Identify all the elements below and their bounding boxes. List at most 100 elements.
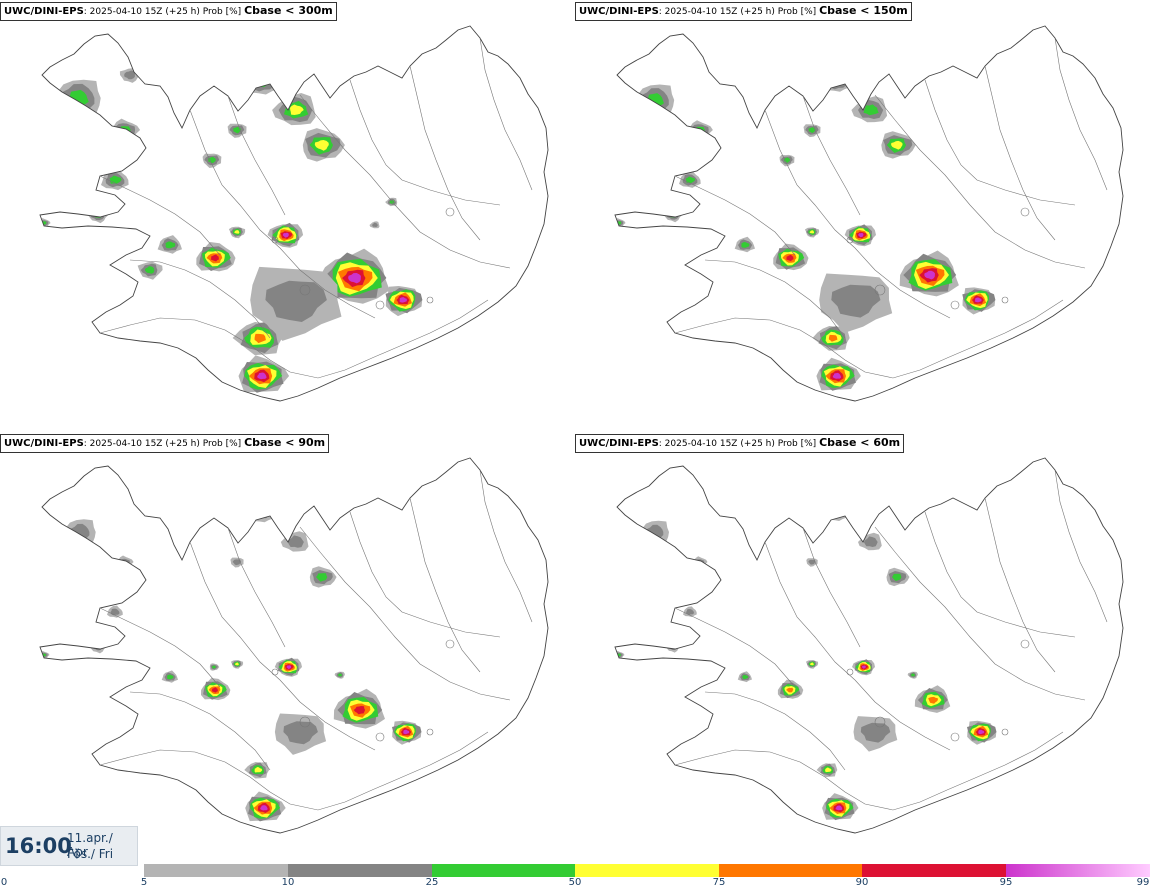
coastline bbox=[614, 457, 1124, 834]
boundary-line bbox=[99, 607, 221, 688]
lake-outline bbox=[426, 728, 434, 736]
lake-outline bbox=[950, 732, 960, 742]
boundary-line bbox=[674, 175, 796, 256]
legend-swatch bbox=[288, 864, 432, 877]
threshold-label: Cbase < 300m bbox=[244, 4, 333, 17]
boundary-line bbox=[409, 497, 481, 673]
run-info: 2025-04-10 15Z (+25 h) Prob [%] bbox=[89, 439, 242, 449]
boundary-line bbox=[129, 691, 271, 771]
map-panel-cbase-60: UWC/DINI-EPS: 2025-04-10 15Z (+25 h) Pro… bbox=[575, 432, 1150, 864]
legend-tick: 99 bbox=[1136, 877, 1150, 888]
boundary-line bbox=[1054, 37, 1108, 191]
boundary-line bbox=[189, 109, 376, 319]
legend-tick: 95 bbox=[999, 877, 1013, 888]
map-panel-cbase-90: UWC/DINI-EPS: 2025-04-10 15Z (+25 h) Pro… bbox=[0, 432, 575, 864]
lake-outline bbox=[874, 284, 886, 296]
lake-outline bbox=[271, 236, 279, 244]
valid-day: Fös./ Fri bbox=[67, 847, 114, 861]
model-name: UWC/DINI-EPS bbox=[579, 6, 659, 17]
lake-outline bbox=[375, 300, 385, 310]
panel-title: UWC/DINI-EPS: 2025-04-10 15Z (+25 h) Pro… bbox=[575, 2, 912, 21]
panel-title: UWC/DINI-EPS: 2025-04-10 15Z (+25 h) Pro… bbox=[0, 2, 337, 21]
lake-outline bbox=[1001, 296, 1009, 304]
lake-outline bbox=[445, 639, 455, 649]
boundary-line bbox=[99, 299, 489, 379]
boundary-line bbox=[409, 65, 481, 241]
lake-outline bbox=[445, 207, 455, 217]
legend-tick: 25 bbox=[425, 877, 439, 888]
lake-outline bbox=[1020, 207, 1030, 217]
valid-time-box: 16:00 11.apr./ Apr Fös./ Fri bbox=[0, 826, 138, 866]
valid-date: 11.apr./ Apr bbox=[67, 831, 113, 859]
lake-outline bbox=[375, 732, 385, 742]
map-panel-cbase-300: UWC/DINI-EPS: 2025-04-10 15Z (+25 h) Pro… bbox=[0, 0, 575, 432]
threshold-label: Cbase < 150m bbox=[819, 4, 908, 17]
legend-tick: 10 bbox=[281, 877, 295, 888]
boundary-line bbox=[1054, 469, 1108, 623]
lake-outline bbox=[846, 668, 854, 676]
boundary-line bbox=[99, 731, 489, 811]
panel-title: UWC/DINI-EPS: 2025-04-10 15Z (+25 h) Pro… bbox=[575, 434, 905, 453]
panel-title: UWC/DINI-EPS: 2025-04-10 15Z (+25 h) Pro… bbox=[0, 434, 330, 453]
legend-tick: 50 bbox=[568, 877, 582, 888]
boundary-line bbox=[349, 511, 501, 638]
iceland-map bbox=[614, 457, 1124, 834]
threshold-label: Cbase < 90m bbox=[244, 436, 326, 449]
legend-swatch bbox=[719, 864, 862, 877]
run-info: 2025-04-10 15Z (+25 h) Prob [%] bbox=[664, 7, 817, 17]
model-name: UWC/DINI-EPS bbox=[4, 6, 84, 17]
model-name: UWC/DINI-EPS bbox=[579, 438, 659, 449]
legend-tick: 75 bbox=[712, 877, 726, 888]
legend-swatch bbox=[144, 864, 288, 877]
coastline bbox=[39, 457, 549, 834]
iceland-map bbox=[39, 457, 549, 834]
boundary-line bbox=[129, 259, 271, 339]
legend-swatch bbox=[862, 864, 1006, 877]
lake-outline bbox=[299, 284, 311, 296]
lake-outline bbox=[271, 668, 279, 676]
boundary-line bbox=[764, 541, 951, 751]
boundary-line bbox=[479, 37, 533, 191]
boundary-line bbox=[984, 497, 1056, 673]
boundary-line bbox=[984, 65, 1056, 241]
coastline bbox=[614, 25, 1124, 402]
boundary-line bbox=[874, 526, 1086, 701]
boundary-line bbox=[227, 95, 286, 216]
boundary-line bbox=[99, 175, 221, 256]
boundary-line bbox=[704, 259, 846, 339]
boundary-line bbox=[227, 527, 286, 648]
map-panel-cbase-150: UWC/DINI-EPS: 2025-04-10 15Z (+25 h) Pro… bbox=[575, 0, 1150, 432]
lake-outline bbox=[426, 296, 434, 304]
boundary-line bbox=[674, 731, 1064, 811]
lake-outline bbox=[950, 300, 960, 310]
run-info: 2025-04-10 15Z (+25 h) Prob [%] bbox=[89, 7, 242, 17]
legend-tick: 90 bbox=[855, 877, 869, 888]
valid-time: 16:00 bbox=[5, 834, 72, 858]
lake-outline bbox=[1001, 728, 1009, 736]
boundary-line bbox=[874, 94, 1086, 269]
iceland-map bbox=[614, 25, 1124, 402]
threshold-label: Cbase < 60m bbox=[819, 436, 901, 449]
coastline bbox=[39, 25, 549, 402]
run-info: 2025-04-10 15Z (+25 h) Prob [%] bbox=[664, 439, 817, 449]
lake-outline bbox=[874, 716, 886, 728]
boundary-line bbox=[299, 94, 511, 269]
legend-swatch bbox=[1006, 864, 1150, 877]
boundary-line bbox=[802, 95, 861, 216]
boundary-line bbox=[704, 691, 846, 771]
boundary-line bbox=[802, 527, 861, 648]
boundary-line bbox=[924, 511, 1076, 638]
boundary-line bbox=[674, 299, 1064, 379]
legend-tick: 5 bbox=[140, 877, 148, 888]
lake-outline bbox=[299, 716, 311, 728]
boundary-line bbox=[189, 541, 376, 751]
iceland-map bbox=[39, 25, 549, 402]
lake-outline bbox=[1020, 639, 1030, 649]
model-name: UWC/DINI-EPS bbox=[4, 438, 84, 449]
boundary-line bbox=[764, 109, 951, 319]
legend-tick: 0 bbox=[0, 877, 8, 888]
boundary-line bbox=[924, 79, 1076, 206]
lake-outline bbox=[846, 236, 854, 244]
boundary-line bbox=[299, 526, 511, 701]
legend-swatch bbox=[432, 864, 575, 877]
